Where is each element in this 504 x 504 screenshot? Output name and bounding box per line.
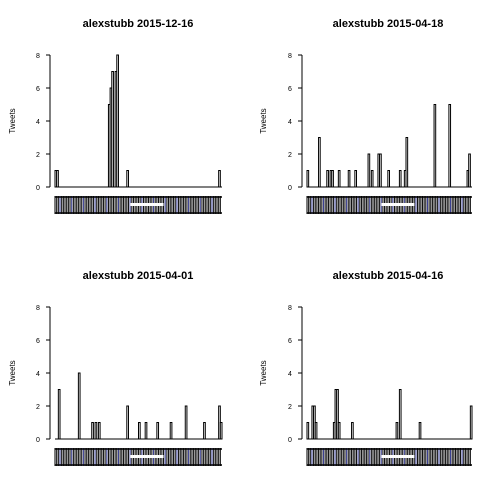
- bar: [219, 422, 223, 440]
- bar: [156, 422, 160, 440]
- y-tick-label: 4: [288, 119, 292, 126]
- y-tick-label: 2: [36, 404, 40, 411]
- y-tick-label: 2: [288, 152, 292, 159]
- bar: [184, 405, 188, 440]
- chart-title: alexstubb 2015-04-01: [83, 270, 194, 282]
- bar: [354, 170, 358, 188]
- chart-panel-2: alexstubb 2015-04-18 Tweets 0 2 4 6 8: [259, 18, 472, 214]
- y-tick-label: 6: [36, 338, 40, 345]
- y-tick-label: 4: [36, 119, 40, 126]
- chart-panel-1: alexstubb 2015-12-16 Tweets 0 2 4 6 8: [8, 18, 222, 214]
- bar: [306, 422, 310, 440]
- x-tick-label-gap: [130, 203, 164, 206]
- y-tick-label: 8: [36, 53, 40, 60]
- x-tick-label-band: [306, 448, 472, 466]
- bar: [91, 422, 94, 440]
- y-tick-label: 0: [36, 437, 40, 444]
- bar: [57, 389, 61, 440]
- bar: [398, 389, 402, 440]
- bar: [77, 372, 81, 440]
- bar: [306, 170, 310, 188]
- chart-title: alexstubb 2015-12-16: [83, 18, 194, 30]
- bar: [351, 422, 354, 440]
- bar: [111, 71, 114, 188]
- bar: [433, 104, 437, 188]
- bar: [126, 405, 129, 440]
- chart-panel-3: alexstubb 2015-04-01 Tweets 0 2 4 6 8: [8, 270, 223, 466]
- bar: [318, 137, 321, 188]
- chart-title: alexstubb 2015-04-16: [333, 270, 444, 282]
- y-tick-label: 2: [36, 152, 40, 159]
- bar: [398, 170, 402, 188]
- y-tick-label: 0: [288, 437, 292, 444]
- bar: [218, 170, 221, 188]
- bar: [138, 422, 141, 440]
- y-axis-label: Tweets: [259, 108, 268, 133]
- x-tick-label-gap: [130, 455, 164, 458]
- y-tick-label: 0: [288, 185, 292, 192]
- x-tick-label-band: [54, 196, 222, 214]
- bar: [94, 422, 98, 440]
- y-tick-label: 4: [36, 371, 40, 378]
- x-tick-label-band: [306, 196, 472, 214]
- chart-panel-4: alexstubb 2015-04-16 Tweets 0 2 4 6 8: [259, 270, 473, 466]
- bar: [405, 137, 409, 188]
- bar: [468, 153, 471, 188]
- bar: [144, 422, 148, 440]
- y-tick-label: 8: [288, 305, 292, 312]
- y-axis-label: Tweets: [259, 360, 268, 385]
- y-axis-label: Tweets: [8, 108, 17, 133]
- x-tick-label-gap: [381, 203, 415, 206]
- chart-title: alexstubb 2015-04-18: [333, 18, 444, 30]
- bar: [469, 405, 473, 440]
- bar: [379, 153, 382, 188]
- y-tick-label: 6: [288, 338, 292, 345]
- x-tick-label-gap: [381, 455, 415, 458]
- bar: [169, 422, 173, 440]
- y-tick-label: 8: [36, 305, 40, 312]
- bar: [336, 389, 339, 440]
- bar: [418, 422, 422, 440]
- bar: [347, 170, 351, 188]
- y-tick-label: 6: [288, 86, 292, 93]
- x-tick-label-band: [54, 448, 222, 466]
- bar: [203, 422, 206, 440]
- bar: [370, 170, 374, 188]
- y-tick-label: 2: [288, 404, 292, 411]
- bar: [331, 170, 334, 188]
- bar: [387, 170, 391, 188]
- y-tick-label: 4: [288, 371, 292, 378]
- bar: [448, 104, 452, 188]
- y-tick-label: 8: [288, 53, 292, 60]
- y-tick-label: 6: [36, 86, 40, 93]
- bar: [97, 422, 101, 440]
- bar: [395, 422, 399, 440]
- y-axis-label: Tweets: [8, 360, 17, 385]
- bar: [326, 170, 329, 188]
- bar: [116, 54, 119, 188]
- bar: [314, 422, 318, 440]
- y-tick-label: 0: [36, 185, 40, 192]
- bar: [126, 170, 129, 188]
- bar: [337, 170, 341, 188]
- bar: [56, 170, 59, 188]
- bar: [367, 153, 371, 188]
- bar: [337, 422, 341, 440]
